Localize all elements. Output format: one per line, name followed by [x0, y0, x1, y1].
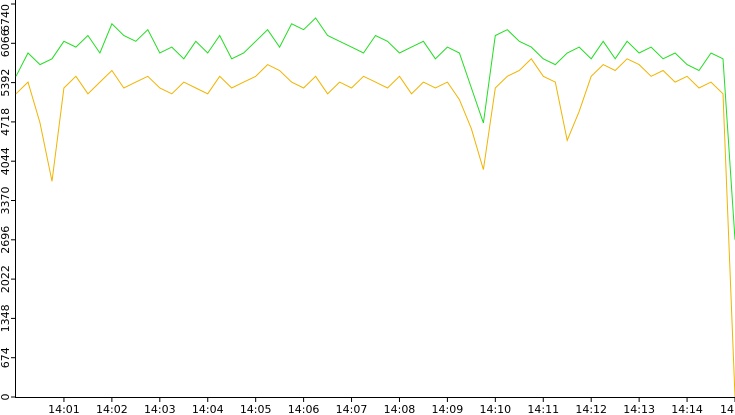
x-tick-label: 14:08	[384, 403, 416, 415]
y-tick-label: 2696	[0, 226, 12, 254]
x-tick-label: 14:14	[671, 403, 703, 415]
x-tick-label: 14	[720, 403, 734, 415]
y-tick-label: 4718	[0, 108, 12, 136]
y-tick-label: 2022	[0, 265, 12, 293]
y-tick-label: 6066	[0, 29, 12, 57]
x-tick-label: 14:12	[575, 403, 607, 415]
x-tick-label: 14:04	[192, 403, 224, 415]
x-tick-label: 14:11	[527, 403, 559, 415]
x-tick-label: 14:10	[479, 403, 511, 415]
x-tick-label: 14:06	[288, 403, 320, 415]
series-line	[15, 58, 735, 398]
y-tick-label: 674	[0, 347, 12, 368]
y-tick-label: 1348	[0, 304, 12, 332]
series-line	[15, 17, 735, 240]
y-tick-label: 4044	[0, 147, 12, 175]
y-tick-label: 5392	[0, 69, 12, 97]
y-tick-label: 6740	[0, 4, 12, 32]
x-tick-label: 14:01	[48, 403, 80, 415]
x-tick-label: 14:13	[623, 403, 655, 415]
x-tick-label: 14:05	[240, 403, 272, 415]
x-tick-label: 14:07	[336, 403, 368, 415]
x-tick-label: 14:09	[432, 403, 464, 415]
y-tick-label: 3370	[0, 187, 12, 215]
y-tick-label: 0	[0, 394, 12, 401]
x-tick-label: 14:02	[96, 403, 128, 415]
x-tick-label: 14:03	[144, 403, 176, 415]
